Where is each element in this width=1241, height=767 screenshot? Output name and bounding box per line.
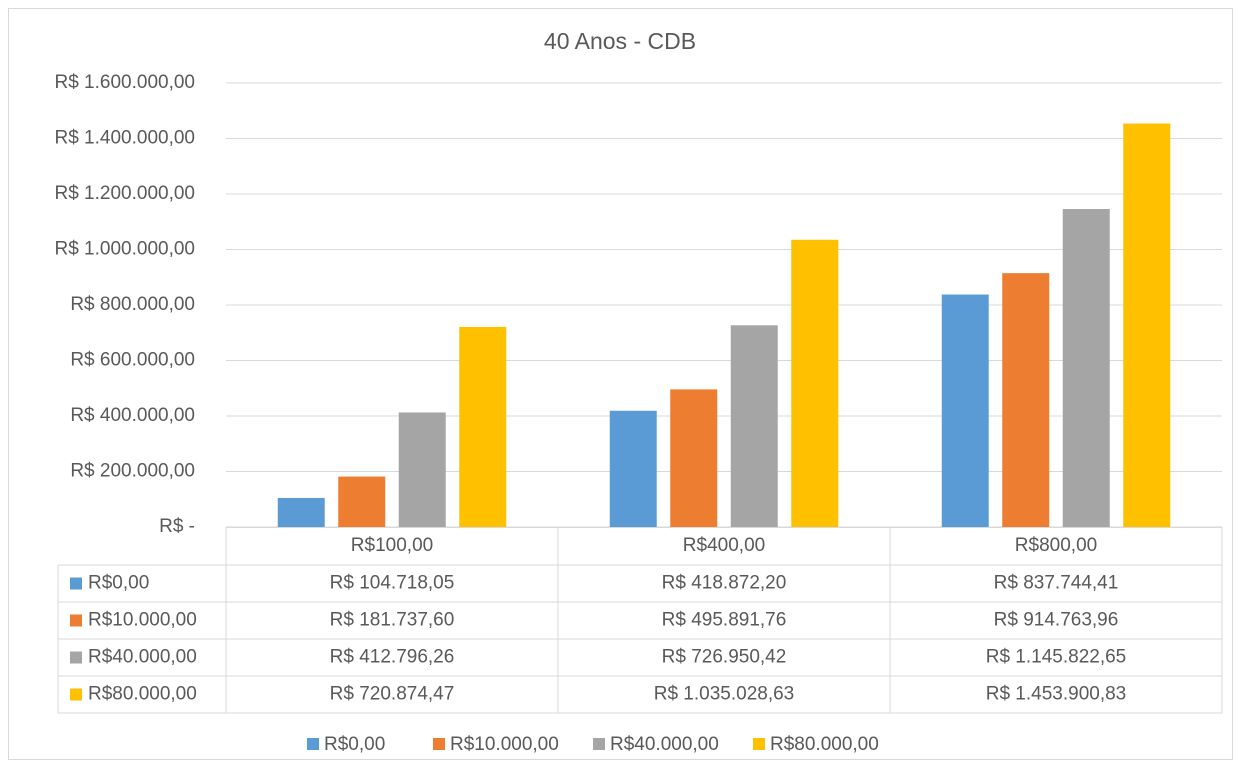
table-legend-key <box>70 614 82 627</box>
y-tick-label: R$ 1.200.000,00 <box>54 183 195 204</box>
table-cell: R$ 495.891,76 <box>662 610 787 631</box>
y-tick-label: R$ 1.600.000,00 <box>54 72 195 93</box>
bar <box>277 497 325 527</box>
bar <box>941 294 989 527</box>
table-cell: R$ 720.874,47 <box>330 684 455 705</box>
y-tick-label: R$ 1.400.000,00 <box>54 128 195 149</box>
table-row-label: R$40.000,00 <box>88 647 197 668</box>
y-tick-label: R$ 600.000,00 <box>70 350 195 371</box>
table-row-label: R$0,00 <box>88 573 149 594</box>
legend-label: R$10.000,00 <box>450 734 559 755</box>
table-row-label: R$10.000,00 <box>88 610 197 631</box>
bar <box>338 476 386 527</box>
y-tick-label: R$ 400.000,00 <box>70 405 195 426</box>
table-legend-key <box>70 651 82 664</box>
table-legend-key <box>70 577 82 590</box>
table-cell: R$ 837.744,41 <box>994 573 1119 594</box>
x-tick-label: R$100,00 <box>351 535 433 556</box>
bar <box>1123 123 1171 528</box>
table-cell: R$ 181.737,60 <box>330 610 455 631</box>
legend-label: R$0,00 <box>324 734 385 755</box>
legend-key <box>753 738 765 750</box>
legend-label: R$40.000,00 <box>610 734 719 755</box>
bar <box>670 389 718 527</box>
x-tick-label: R$800,00 <box>1015 535 1097 556</box>
y-tick-label: R$ 1.000.000,00 <box>54 239 195 260</box>
table-cell: R$ 914.763,96 <box>994 610 1119 631</box>
bar <box>609 410 657 527</box>
legend-key <box>593 738 605 750</box>
bar <box>1002 273 1050 527</box>
table-cell: R$ 104.718,05 <box>330 573 455 594</box>
bar <box>459 326 507 527</box>
bar <box>1062 209 1110 527</box>
table-row-label: R$80.000,00 <box>88 684 197 705</box>
legend-label: R$80.000,00 <box>770 734 879 755</box>
table-cell: R$ 726.950,42 <box>662 647 787 668</box>
legend-key <box>307 738 319 750</box>
table-cell: R$ 1.145.822,65 <box>986 647 1127 668</box>
bar <box>398 412 446 527</box>
table-cell: R$ 1.035.028,63 <box>654 684 795 705</box>
bar <box>791 239 839 528</box>
y-tick-label: R$ 200.000,00 <box>70 461 195 482</box>
x-tick-label: R$400,00 <box>683 535 765 556</box>
table-legend-key <box>70 688 82 701</box>
bar <box>730 325 778 527</box>
chart-title: 40 Anos - CDB <box>544 28 696 54</box>
table-cell: R$ 1.453.900,83 <box>986 684 1127 705</box>
y-tick-label: R$ - <box>159 516 195 537</box>
y-tick-label: R$ 800.000,00 <box>70 294 195 315</box>
table-cell: R$ 418.872,20 <box>662 573 787 594</box>
legend-key <box>433 738 445 750</box>
table-cell: R$ 412.796,26 <box>330 647 455 668</box>
